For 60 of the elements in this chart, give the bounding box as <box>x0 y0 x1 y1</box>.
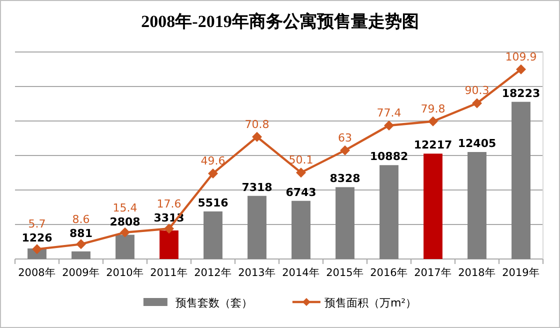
point <box>120 227 130 238</box>
x-tick-label: 2019年 <box>502 267 540 279</box>
bar <box>424 154 442 259</box>
data-label: 109.9 <box>505 50 537 64</box>
data-label: 8328 <box>330 172 360 186</box>
x-tick-label: 2016年 <box>370 267 408 279</box>
bar <box>380 165 398 259</box>
point <box>76 239 86 250</box>
data-label: 2808 <box>110 215 140 228</box>
data-label: 77.4 <box>376 106 402 120</box>
data-label: 10882 <box>370 150 408 164</box>
bar <box>204 211 222 259</box>
bar <box>512 102 530 259</box>
data-label: 1226 <box>22 231 53 244</box>
data-label: 63 <box>338 131 352 144</box>
bar <box>72 251 90 259</box>
data-label: 70.8 <box>244 118 270 131</box>
x-tick-label: 2013年 <box>238 267 276 279</box>
data-label: 12405 <box>458 137 496 150</box>
x-tick-label: 2008年 <box>18 267 56 279</box>
data-label: 7318 <box>242 180 272 194</box>
point <box>208 168 218 178</box>
point <box>472 98 482 108</box>
bar <box>160 230 178 259</box>
data-label: 6743 <box>286 186 316 199</box>
x-tick-label: 2009年 <box>62 267 100 279</box>
point <box>384 120 394 130</box>
bar <box>292 200 310 259</box>
data-label: 49.6 <box>200 154 226 168</box>
bar <box>116 234 134 259</box>
x-tick-label: 2018年 <box>458 267 496 279</box>
legend-label: 预售面积（万m²） <box>324 296 417 310</box>
chart-title: 2008年-2019年商务公寓预售量走势图 <box>141 12 419 31</box>
x-tick-label: 2015年 <box>326 267 364 279</box>
x-tick-label: 2012年 <box>194 267 232 279</box>
data-label: 50.1 <box>288 154 314 167</box>
point <box>340 145 350 156</box>
data-label: 8.6 <box>72 213 90 226</box>
point <box>252 132 262 142</box>
point <box>516 64 526 74</box>
data-label: 12217 <box>414 138 452 152</box>
bar <box>248 196 266 259</box>
data-label: 15.4 <box>112 201 138 214</box>
data-label: 5.7 <box>28 217 46 230</box>
point <box>164 224 174 234</box>
data-label: 90.3 <box>464 84 490 98</box>
x-tick-label: 2011年 <box>150 267 188 279</box>
point <box>428 116 438 126</box>
x-tick-label: 2014年 <box>282 267 320 279</box>
legend-label: 预售套数（套） <box>175 296 252 310</box>
point <box>296 168 306 178</box>
data-label: 18223 <box>502 86 540 100</box>
bar <box>336 187 354 259</box>
data-label: 5516 <box>198 196 229 210</box>
data-label: 881 <box>70 227 92 240</box>
x-tick-label: 2017年 <box>414 267 452 279</box>
x-tick-label: 2010年 <box>106 267 144 279</box>
data-label: 79.8 <box>420 102 446 116</box>
data-label: 17.6 <box>156 198 182 211</box>
bar <box>468 152 486 259</box>
